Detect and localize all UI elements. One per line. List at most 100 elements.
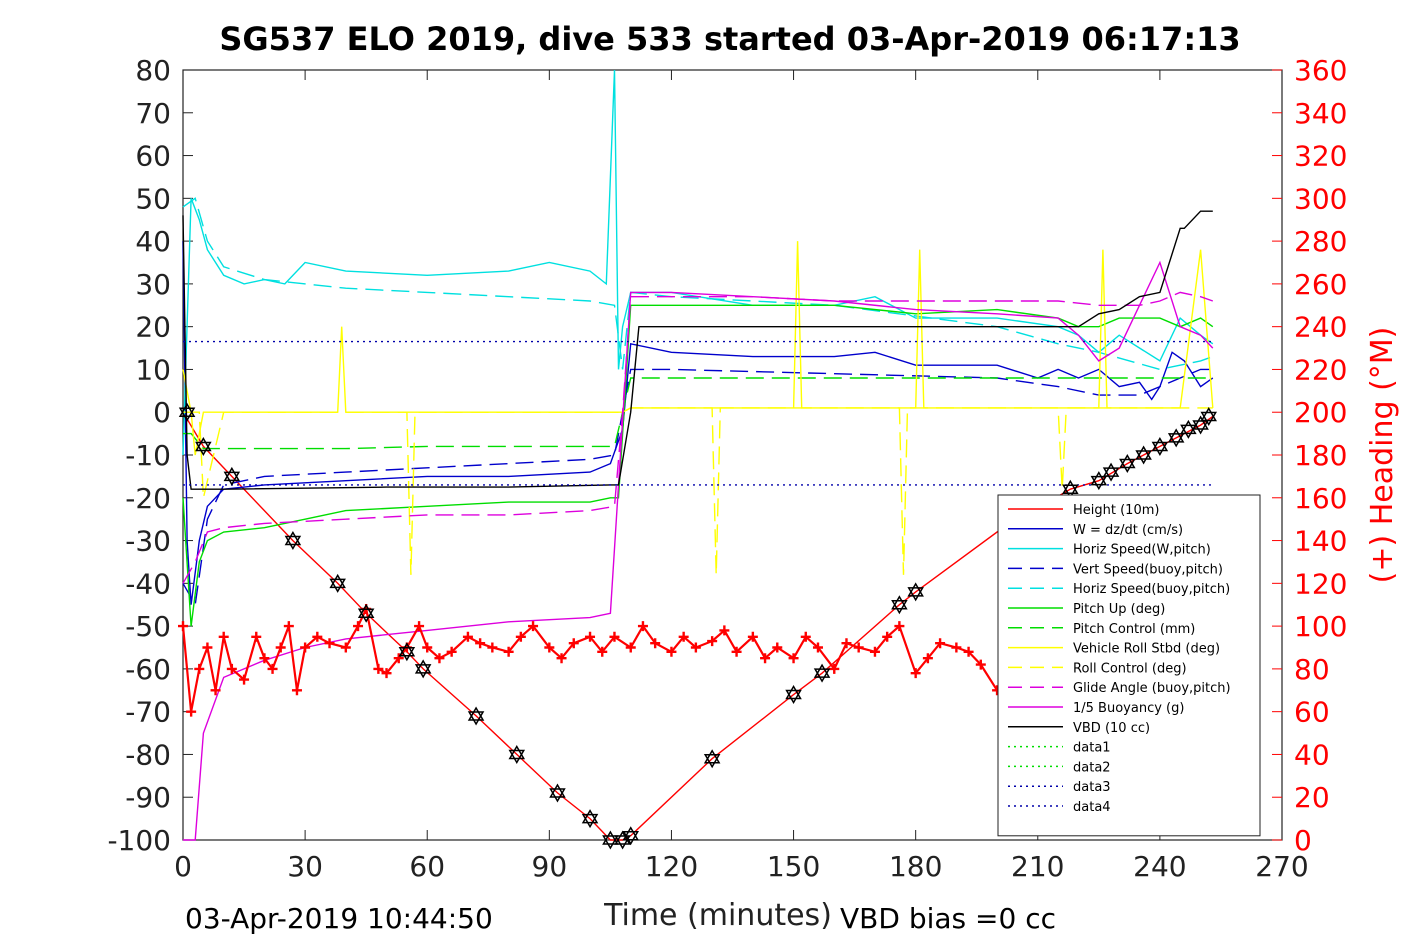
y-right-tick-label: 40 <box>1294 738 1330 771</box>
heading-point <box>853 642 864 653</box>
sample-marker <box>414 659 432 674</box>
heading-point <box>251 631 262 642</box>
heading-point <box>503 646 514 657</box>
y-left-tick-label: 10 <box>135 353 171 386</box>
sample-marker <box>549 783 566 798</box>
sample-marker <box>581 809 599 824</box>
legend-label: 1/5 Buoyancy (g) <box>1073 701 1184 716</box>
x-tick-label: 30 <box>287 850 323 883</box>
sample-marker <box>329 578 346 593</box>
sample-marker <box>622 830 640 846</box>
series-line-10 <box>183 260 1214 841</box>
legend-label: Pitch Up (deg) <box>1073 602 1165 617</box>
heading-point <box>393 653 404 664</box>
heading-point <box>609 631 620 642</box>
sample-marker <box>223 466 241 482</box>
legend-label: W = dz/dt (cm/s) <box>1073 523 1183 538</box>
y-right-tick-label: 280 <box>1294 225 1347 258</box>
heading-point <box>951 642 962 653</box>
heading-line <box>181 605 999 712</box>
heading-point <box>800 631 811 642</box>
sample-marker <box>581 813 599 829</box>
heading-point <box>178 621 188 632</box>
legend-box <box>997 494 1261 837</box>
heading-point <box>373 663 384 674</box>
y-right-tick-label: 80 <box>1294 653 1330 686</box>
legend-label: Vehicle Roll Stbd (deg) <box>1073 642 1220 657</box>
heading-point <box>312 631 323 642</box>
y-right-tick-label: 200 <box>1294 396 1347 429</box>
heading-point <box>291 685 302 696</box>
heading-point <box>935 638 946 649</box>
sample-marker <box>907 582 924 597</box>
y-right-tick-label: 60 <box>1294 696 1330 729</box>
series-line-2 <box>182 69 1214 456</box>
sample-marker <box>284 531 302 546</box>
sample-marker <box>1135 445 1152 460</box>
heading-point <box>186 706 197 717</box>
sample-marker <box>813 668 831 683</box>
heading-point <box>650 638 661 649</box>
series-line-3 <box>182 368 1213 607</box>
x-tick-label: 150 <box>767 850 820 883</box>
sample-marker <box>1119 458 1136 474</box>
sample-marker <box>195 436 212 452</box>
heading-point <box>422 642 433 653</box>
y-right-tick-label: 140 <box>1294 525 1347 558</box>
sample-marker <box>357 608 375 623</box>
y-right-tick-label: 300 <box>1294 182 1347 215</box>
sample-marker <box>891 595 908 610</box>
sample-marker <box>703 749 721 764</box>
heading-point <box>528 621 539 632</box>
sample-marker <box>1200 411 1217 426</box>
sample-marker <box>785 685 802 700</box>
x-tick-label: 270 <box>1255 850 1308 883</box>
heading-point <box>544 642 555 653</box>
sample-marker <box>614 830 631 845</box>
series-line-4 <box>182 197 1214 371</box>
heading-point <box>487 642 498 653</box>
sample-marker <box>508 744 526 760</box>
sample-marker <box>785 689 802 705</box>
heading-point <box>975 659 986 670</box>
heading-point <box>963 646 974 657</box>
legend-label: data4 <box>1073 800 1111 815</box>
sample-marker <box>178 407 196 422</box>
sample-marker <box>602 835 619 850</box>
plot-area: 0 30 60 90 120 150 180 210 240 270 80 70 60 50 40 30 20 1… <box>107 54 1347 883</box>
heading-point <box>202 642 213 653</box>
heading-point <box>666 646 677 657</box>
sample-marker <box>1090 471 1108 486</box>
x-tick-label: 60 <box>409 850 445 883</box>
y-left-tick-label: -30 <box>125 525 171 558</box>
heading-point <box>882 631 893 642</box>
heading-point <box>194 663 205 674</box>
y-right-tick-label: 120 <box>1294 567 1347 600</box>
sample-marker <box>195 441 212 456</box>
sample-marker <box>1102 467 1120 482</box>
heading-point <box>434 653 445 664</box>
heading-point <box>324 638 335 649</box>
heading-point <box>788 653 799 664</box>
sample-marker <box>508 749 526 764</box>
footer-timestamp: 03-Apr-2019 10:44:50 <box>185 902 493 935</box>
y-left-tick-label: -100 <box>107 824 171 857</box>
sample-marker <box>549 788 566 803</box>
heading-point <box>707 636 718 647</box>
sample-marker <box>1180 419 1197 435</box>
heading-point <box>922 653 933 664</box>
heading-point <box>678 631 689 642</box>
heading-point <box>568 638 579 649</box>
series-line-11 <box>182 210 1213 490</box>
heading-point <box>475 638 486 649</box>
heading-point <box>585 631 596 642</box>
y-right-tick-label: 20 <box>1294 781 1330 814</box>
sample-marker <box>907 587 924 602</box>
heading-point <box>239 674 250 685</box>
heading-point <box>462 631 473 642</box>
y-right-tick-label: 320 <box>1294 140 1347 173</box>
sample-marker <box>1192 415 1209 430</box>
sample-marker <box>602 830 619 845</box>
heading-point <box>690 642 701 653</box>
sample-marker <box>414 664 432 679</box>
